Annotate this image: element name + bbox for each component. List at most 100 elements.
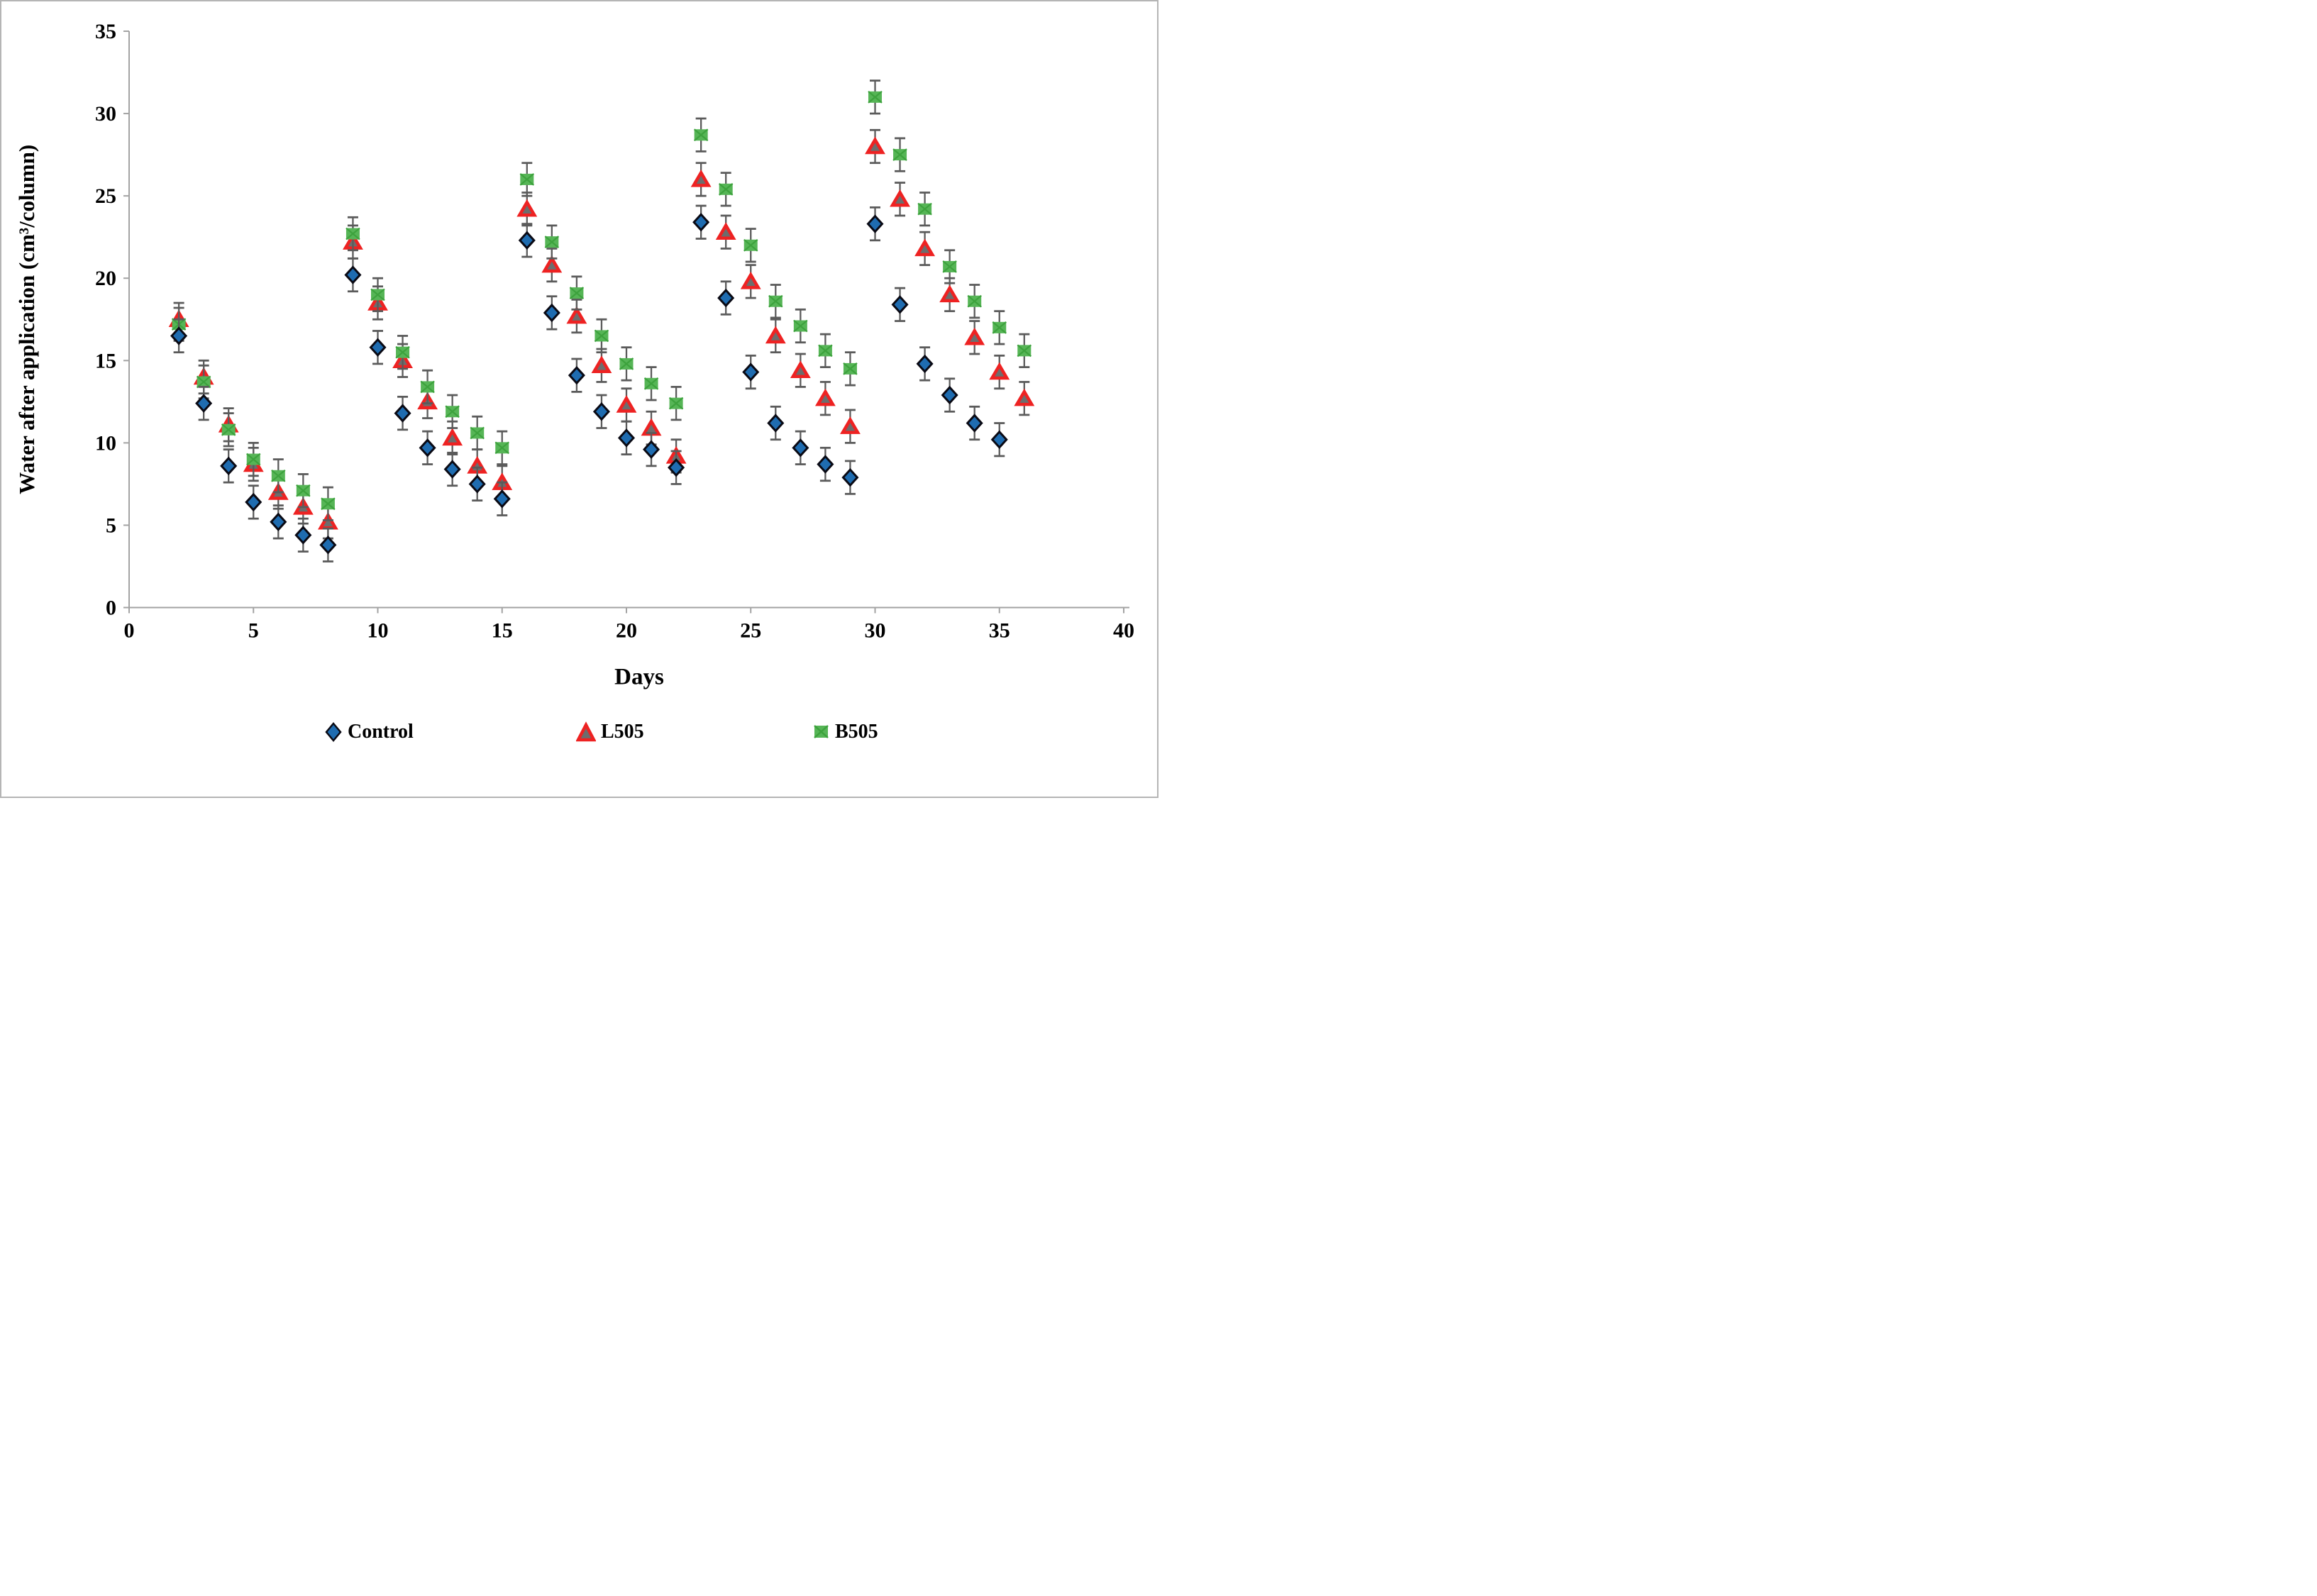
square-hatch [793, 319, 808, 333]
y-axis-title: Water after application (cm³/column) [14, 145, 39, 494]
square-hatch [395, 345, 410, 359]
chart-figure: 0 5 10 15 20 25 30 35 0 5 10 15 20 25 30 35 40 Days Water … [0, 0, 1158, 798]
square-hatch [892, 148, 907, 161]
b505-square-icon [814, 725, 829, 738]
square-hatch [370, 288, 385, 301]
square-hatch [246, 453, 261, 466]
data-point-control [493, 489, 511, 509]
data-point-l505 [690, 169, 712, 187]
square-hatch [494, 441, 509, 455]
data-point-l505 [1014, 388, 1035, 406]
square-hatch [743, 238, 758, 252]
square-hatch [843, 362, 858, 375]
scatter-plot: 0 5 10 15 20 25 30 35 0 5 10 15 20 25 30 35 40 Days Water … [14, 20, 1134, 690]
data-point-control [891, 295, 909, 314]
data-point-control [916, 354, 934, 374]
data-point-l505 [765, 326, 786, 344]
l505-triangle-icon [576, 721, 596, 742]
square-hatch [445, 405, 460, 419]
data-point-control [742, 362, 760, 382]
data-point-l505 [840, 416, 861, 434]
x-axis-title: Days [614, 665, 664, 690]
legend-label-control: Control [348, 721, 414, 743]
data-point-l505 [591, 355, 612, 373]
data-point-control [270, 512, 287, 532]
data-point-control [592, 402, 610, 421]
legend-item-control: Control [324, 721, 414, 743]
square-hatch [967, 294, 982, 308]
data-point-l505 [865, 136, 885, 155]
legend-item-l505: L505 [576, 721, 644, 743]
data-point-control [170, 326, 188, 345]
square-hatch [321, 497, 336, 511]
data-point-control [966, 414, 983, 433]
x-tick-label: 15 [492, 619, 513, 643]
data-point-l505 [914, 238, 936, 257]
data-point-control [468, 475, 486, 494]
data-point-control [841, 467, 859, 487]
y-tick-label: 35 [95, 20, 116, 43]
x-tick-label: 10 [367, 619, 389, 643]
data-point-l505 [740, 271, 761, 289]
y-tick-label: 30 [95, 102, 116, 126]
data-point-control [643, 440, 660, 459]
data-point-control [792, 438, 809, 458]
x-tick-label: 20 [616, 619, 637, 643]
data-point-control [344, 265, 362, 284]
data-point-l505 [541, 255, 563, 273]
legend-label-b505: B505 [835, 721, 878, 743]
square-hatch [271, 469, 286, 482]
data-point-control [394, 404, 411, 423]
square-hatch [992, 321, 1007, 334]
data-point-l505 [939, 284, 961, 303]
legend-item-b505: B505 [812, 721, 878, 743]
square-hatch [470, 426, 485, 440]
square-hatch [1017, 344, 1032, 358]
square-hatch [345, 227, 360, 240]
square-hatch [868, 91, 883, 104]
data-point-l505 [989, 362, 1010, 380]
data-point-l505 [442, 428, 463, 446]
y-tick-label: 5 [106, 514, 116, 537]
square-hatch [221, 423, 236, 436]
y-tick-label: 25 [95, 184, 116, 208]
data-point-l505 [616, 394, 637, 413]
square-hatch [196, 375, 211, 389]
data-point-control [817, 455, 834, 474]
data-point-control [866, 214, 884, 233]
data-point-l505 [790, 360, 811, 378]
data-point-control [319, 536, 337, 555]
data-point-control [195, 394, 213, 413]
square-hatch [668, 397, 684, 410]
square-hatch [544, 235, 560, 248]
x-tick-label: 35 [989, 619, 1010, 643]
y-tick-label: 10 [95, 431, 116, 455]
square-hatch [420, 380, 435, 394]
data-point-l505 [964, 327, 985, 345]
data-point-l505 [814, 388, 836, 406]
square-hatch [818, 344, 833, 358]
square-hatch [594, 329, 609, 343]
data-point-control [294, 526, 312, 545]
square-hatch [569, 287, 585, 299]
square-hatch [718, 183, 734, 196]
x-tick-label: 30 [865, 619, 886, 643]
data-point-l505 [516, 199, 538, 217]
data-point-control [617, 428, 636, 448]
square-hatch [693, 128, 709, 142]
data-point-control [990, 430, 1008, 449]
data-point-control [518, 231, 536, 250]
legend-label-l505: L505 [601, 721, 644, 743]
y-tick-label: 20 [95, 267, 116, 290]
chart-legend: Control L505 B505 [1, 711, 1157, 760]
data-point-control [767, 414, 785, 433]
data-point-control [717, 288, 735, 308]
data-point-control [220, 456, 238, 476]
data-point-l505 [715, 222, 736, 240]
data-point-control [941, 385, 958, 405]
control-diamond-icon [325, 722, 342, 742]
x-tick-label: 25 [740, 619, 761, 643]
square-hatch [917, 202, 932, 216]
y-tick-label: 15 [95, 349, 116, 372]
x-tick-label: 0 [124, 619, 135, 643]
